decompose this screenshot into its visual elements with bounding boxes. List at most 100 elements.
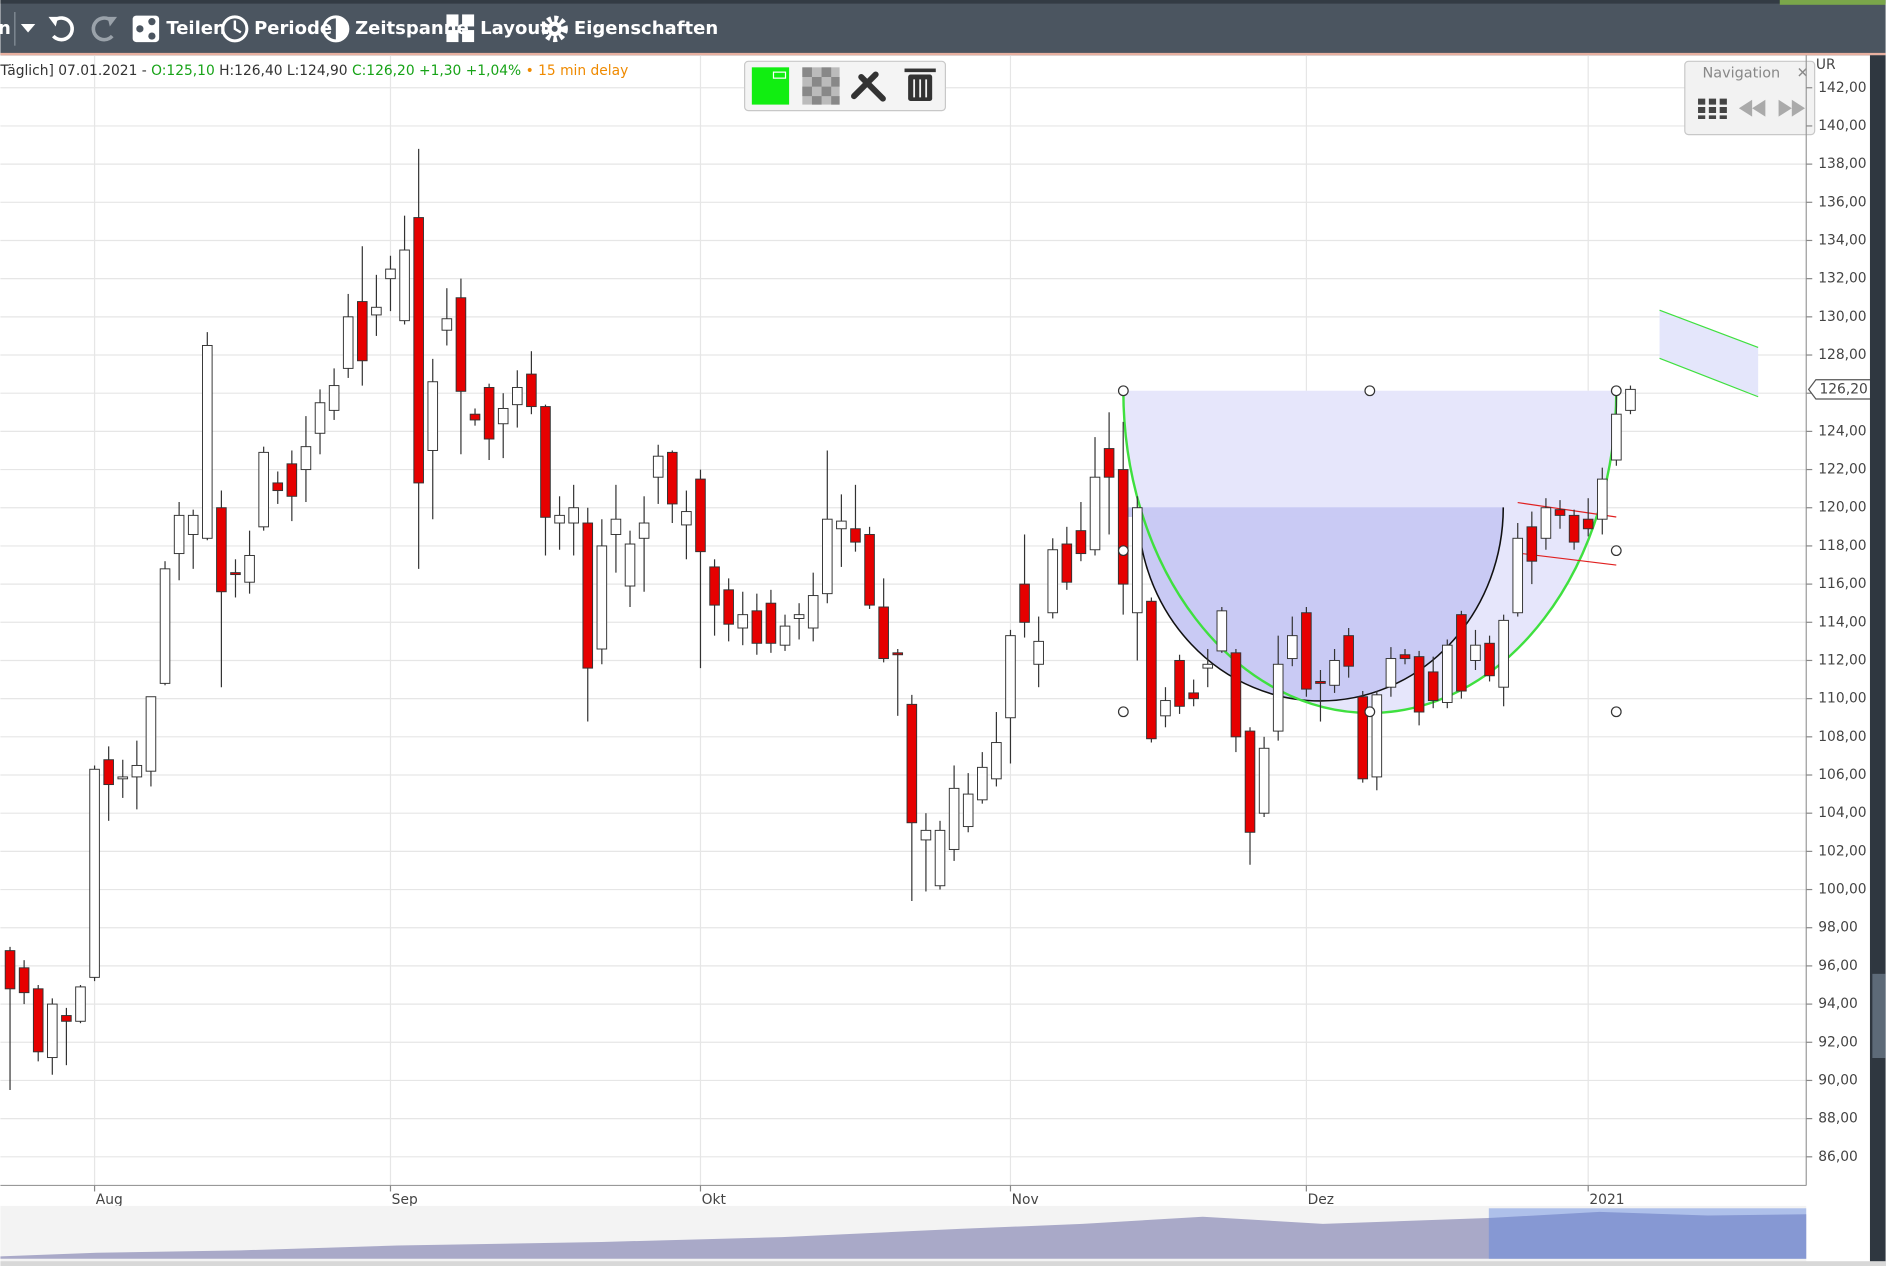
handle[interactable] xyxy=(1117,706,1129,718)
handle[interactable] xyxy=(1610,385,1622,397)
color-tool-mark xyxy=(772,71,787,79)
candle-body xyxy=(1357,696,1369,780)
candle-body xyxy=(667,451,678,505)
checker-dark xyxy=(802,67,840,105)
last-price-label: 126,20 xyxy=(1819,381,1867,397)
period-button[interactable]: Periode xyxy=(221,15,332,43)
nav-back[interactable] xyxy=(1738,99,1766,117)
candle-body xyxy=(89,768,100,978)
candle-body xyxy=(385,268,396,280)
candle-body xyxy=(638,522,650,539)
properties-button[interactable]: Eigenschaften xyxy=(541,15,718,43)
target-zone xyxy=(1659,310,1759,397)
candle-body xyxy=(187,514,199,535)
y-tick-label: 134,00 xyxy=(1818,232,1866,248)
nav-grid[interactable] xyxy=(1698,98,1727,120)
toolbar xyxy=(0,0,1886,56)
info-delay: • 15 min delay xyxy=(526,63,629,79)
candle-body xyxy=(469,413,481,421)
candle-body xyxy=(145,696,157,772)
opacity-tool[interactable] xyxy=(802,67,840,105)
menu-fragment[interactable]: n xyxy=(0,18,11,39)
candle-body xyxy=(962,793,974,828)
candle-body xyxy=(822,518,833,595)
nav-close[interactable]: ✕ xyxy=(1797,65,1809,81)
share-dot xyxy=(148,18,156,26)
y-tick-label: 92,00 xyxy=(1818,1034,1858,1050)
handle[interactable] xyxy=(1364,706,1376,718)
toolbar-item[interactable]: Eigenschaften xyxy=(574,18,718,39)
candle-body xyxy=(483,386,495,440)
range-button[interactable]: Zeitspanne xyxy=(322,15,469,43)
layout-button[interactable]: Layout xyxy=(446,14,549,43)
share-button[interactable]: Teilen xyxy=(132,15,226,43)
candle-body xyxy=(1286,635,1298,660)
redo-icon[interactable] xyxy=(91,16,114,42)
candle-body xyxy=(991,742,1002,780)
toolbar-item[interactable]: Periode xyxy=(254,18,332,39)
layout-icon xyxy=(462,14,475,27)
candle-body xyxy=(779,625,791,646)
candle-body xyxy=(75,986,86,1022)
navigator-window[interactable] xyxy=(1488,1208,1807,1259)
trash-lid xyxy=(904,68,936,73)
candle-body xyxy=(286,463,298,497)
undo-icon[interactable] xyxy=(51,16,74,42)
candle-body xyxy=(948,787,960,850)
handle[interactable] xyxy=(1610,706,1622,718)
candle-body xyxy=(836,520,847,530)
target-line xyxy=(1659,357,1759,398)
candle-body xyxy=(723,589,734,625)
candle-body xyxy=(1413,656,1425,713)
nav-title: Navigation xyxy=(1702,65,1780,81)
scrollbar[interactable] xyxy=(1869,55,1886,1266)
candle-body xyxy=(793,614,805,619)
y-tick-label: 102,00 xyxy=(1818,843,1866,859)
candle-body xyxy=(1117,469,1129,585)
candle-body xyxy=(526,373,537,408)
candle-body xyxy=(1019,583,1030,623)
candle-body xyxy=(342,316,354,369)
settings-tool[interactable] xyxy=(851,71,886,102)
y-tick-label: 112,00 xyxy=(1818,652,1866,668)
candle-body xyxy=(554,514,565,524)
candle-body xyxy=(765,602,777,644)
candle-body xyxy=(47,1003,58,1059)
dropdown-icon[interactable] xyxy=(20,24,36,33)
toolbar-item[interactable]: Layout xyxy=(480,18,549,39)
clock-hands xyxy=(233,20,242,34)
y-tick-label: 140,00 xyxy=(1818,118,1866,134)
handle[interactable] xyxy=(1610,545,1622,557)
candle-body xyxy=(173,514,185,555)
candle-body xyxy=(61,1015,72,1022)
candle-body xyxy=(1047,549,1059,614)
candle-body xyxy=(103,759,114,786)
info-high-low: H:126,40 L:124,90 xyxy=(219,63,352,79)
handle[interactable] xyxy=(1364,385,1376,397)
candle-body xyxy=(18,967,30,994)
y-tick-label: 108,00 xyxy=(1818,729,1866,745)
toolbar-item[interactable]: Zeitspanne xyxy=(355,18,469,39)
y-tick-label: 128,00 xyxy=(1818,347,1866,363)
info-line: Täglich] 07.01.2021 - O:125,10 H:126,40 … xyxy=(0,63,628,79)
toolbar-item[interactable]: Teilen xyxy=(166,18,226,39)
currency-label: UR xyxy=(1816,57,1836,73)
range-fill xyxy=(335,16,348,41)
candle-body xyxy=(1202,663,1214,669)
scrollbar-thumb[interactable] xyxy=(1872,973,1886,1059)
handle[interactable] xyxy=(1117,545,1129,557)
toolbar-border xyxy=(0,52,1886,56)
layout-icon xyxy=(462,30,475,43)
candle-body xyxy=(709,566,720,606)
candle-body xyxy=(1272,663,1284,732)
x-tick-label: Okt xyxy=(702,1192,727,1208)
y-tick-label: 116,00 xyxy=(1818,576,1866,592)
candle-body xyxy=(807,595,819,629)
gear-teeth xyxy=(541,15,568,43)
color-tool[interactable] xyxy=(751,67,790,105)
y-tick-label: 104,00 xyxy=(1818,805,1866,821)
handle[interactable] xyxy=(1117,385,1129,397)
y-tick-label: 138,00 xyxy=(1818,156,1866,172)
delete-tool[interactable] xyxy=(904,68,936,101)
